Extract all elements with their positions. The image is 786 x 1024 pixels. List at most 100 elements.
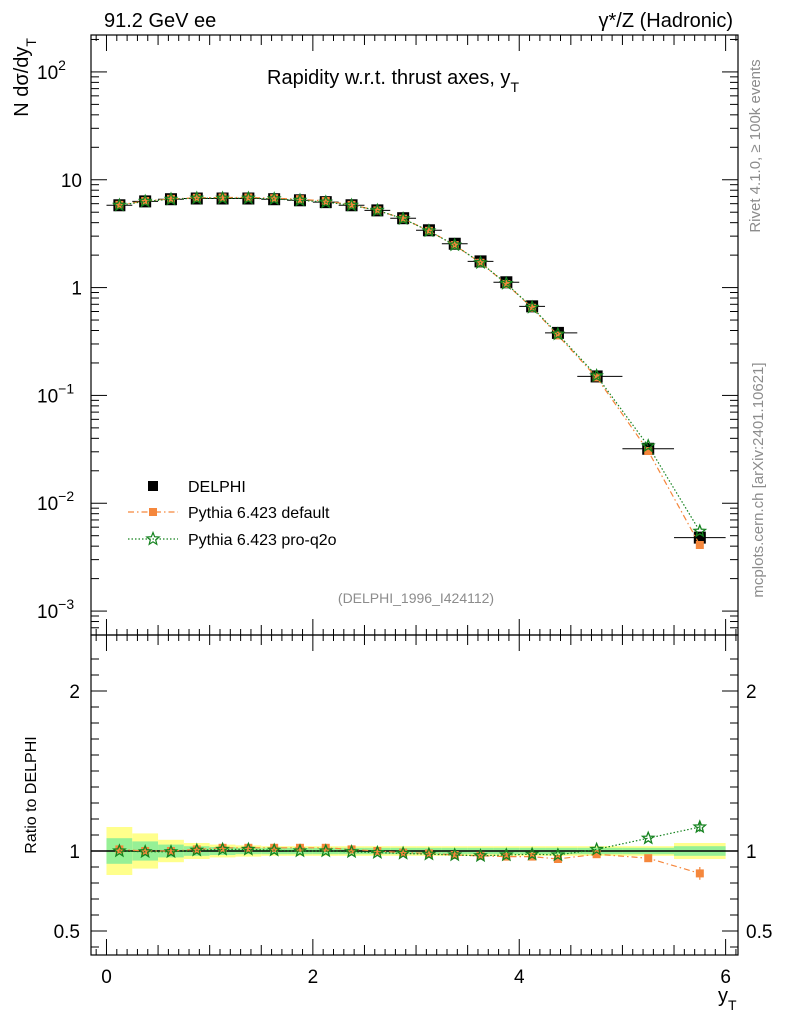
legend-label-delphi: DELPHI	[188, 479, 246, 496]
main-y-tick-label-base: 10	[37, 494, 58, 515]
ratio-y-tick-label: 2	[69, 682, 80, 703]
ratio-y-tick-label: 1	[69, 842, 80, 863]
x-tick-label: 4	[514, 967, 525, 988]
ratio-panel: 0.5 0.5 1 1 2 2 0 2 4 6 Ratio to DELPHI yT	[23, 634, 772, 1013]
pythia-proq2o-point	[215, 190, 231, 205]
legend-marker-pythia-default	[149, 508, 157, 516]
pythia-proq2o-point	[318, 194, 334, 209]
main-y-tick-label: 10−3	[37, 596, 74, 623]
legend-marker-pythia-proq2o	[145, 530, 161, 546]
ratio-pythia-default-point	[321, 843, 330, 852]
ratio-pythia-default-point	[373, 847, 382, 855]
ratio-x-axis: 0 2 4 6	[95, 635, 737, 988]
ratio-pythia-proq2o-point	[241, 841, 256, 856]
main-y-axis-label-subscript: T	[23, 38, 39, 47]
main-y-tick-label-exponent: 2	[58, 57, 66, 73]
ratio-y-tick-label-right: 2	[746, 682, 757, 703]
pythia-proq2o-point	[163, 191, 179, 206]
ratio-pythia-default-point	[295, 843, 304, 852]
pythia-default-point	[502, 279, 511, 288]
pythia-default-point	[218, 193, 227, 202]
pythia-default-point	[644, 447, 653, 456]
pythia-proq2o-point	[640, 438, 656, 453]
ratio-pythia-default-point	[644, 854, 653, 863]
main-y-tick-label-exponent: −3	[58, 596, 74, 612]
ratio-pythia-default-point	[244, 843, 253, 852]
pythia-default-point	[244, 193, 253, 202]
pythia-proq2o-point	[344, 197, 360, 212]
ratio-pythia-proq2o-point	[498, 847, 514, 862]
x-axis-label-subscript: T	[728, 997, 737, 1013]
ratio-pythia-default-point	[218, 843, 227, 852]
x-axis-label-text: y	[718, 985, 728, 1007]
ratio-pythia-proq2o-point	[215, 841, 231, 856]
ratio-band-layer	[91, 827, 738, 875]
legend-label-pythia-default: Pythia 6.423 default	[188, 505, 330, 522]
ratio-pythia-default-point	[553, 855, 562, 863]
ratio-pythia-default-point	[592, 850, 601, 859]
ratio-y-tick-label-right: 0.5	[746, 922, 772, 943]
x-tick-label: 0	[101, 967, 112, 988]
mcplots-reference-label: mcplots.cern.ch [arXiv:2401.10621]	[750, 362, 767, 597]
pythia-proq2o-point	[369, 202, 385, 217]
pythia-proq2o-point	[292, 192, 308, 207]
ratio-pythia-proq2o-point	[318, 843, 334, 858]
ratio-pythia-default-point	[347, 845, 356, 854]
ratio-pythia-default-point	[424, 849, 433, 858]
ratio-pythia-proq2o-point	[344, 844, 360, 859]
legend-marker-delphi	[148, 481, 158, 491]
legend-entry-pythia-default: Pythia 6.423 default	[128, 505, 330, 522]
main-y-tick-label-base: 10	[37, 63, 58, 84]
pythia-default-point	[270, 194, 279, 203]
chart-title: Rapidity w.r.t. thrust axes, yT	[267, 67, 519, 95]
pythia-proq2o-point	[447, 237, 463, 252]
ratio-pythia-proq2o-point	[640, 830, 656, 845]
pythia-proq2o-point	[421, 223, 437, 238]
pythia-proq2o-point	[692, 523, 708, 538]
pythia-proq2o-point	[589, 368, 604, 383]
chart-title-main: Rapidity w.r.t. thrust axes, y	[267, 67, 510, 89]
main-y-tick-label-exponent: −2	[58, 488, 74, 504]
main-x-axis	[95, 35, 737, 635]
ratio-pythia-proq2o-point	[524, 846, 540, 861]
pythia-default-point	[141, 197, 150, 206]
legend-entry-delphi: DELPHI	[148, 479, 246, 496]
pythia-default-point	[528, 303, 537, 312]
ratio-pythia-proq2o-point	[421, 846, 437, 861]
pythia-proq2o-point	[241, 190, 256, 205]
pythia-default-point	[695, 541, 704, 550]
header-right-label: γ*/Z (Hadronic)	[599, 10, 733, 32]
main-y-axis-label-text: N dσ/dy	[11, 47, 33, 117]
ratio-y-axis-label: Ratio to DELPHI	[23, 736, 40, 853]
ratio-pythia-proq2o-point	[369, 844, 385, 859]
ratio-pythia-default-point	[270, 843, 279, 852]
ratio-pythia-proq2o-point	[137, 844, 153, 859]
pythia-proq2o-point	[395, 210, 411, 226]
ratio-pythia-proq2o-point	[447, 847, 463, 862]
ratio-pythia-proq2o-point	[589, 841, 604, 856]
main-y-tick-label: 10−2	[37, 488, 74, 515]
main-y-tick-label: 102	[37, 57, 66, 84]
legend-entry-pythia-proq2o: Pythia 6.423 pro-q2o	[128, 530, 337, 549]
main-y-tick-label-exponent: −1	[58, 380, 74, 396]
pythia-proq2o-point	[137, 193, 153, 208]
ratio-pythia-default-point	[399, 848, 408, 857]
x-tick-label: 2	[308, 967, 319, 988]
main-y-axis-label: N dσ/dyT	[11, 38, 39, 117]
x-axis-label: yT	[718, 985, 737, 1013]
pythia-proq2o-point	[189, 190, 205, 205]
x-tick-label: 6	[720, 967, 731, 988]
pythia-default-point	[399, 214, 408, 223]
ratio-pythia-default-point	[166, 847, 175, 855]
ratio-y-tick-label: 0.5	[54, 922, 80, 943]
ratio-pythia-default-point	[141, 847, 150, 855]
main-y-tick-label: 10−1	[37, 380, 74, 407]
pythia-proq2o-point	[112, 197, 127, 212]
ratio-series-layer	[112, 819, 708, 880]
ratio-pythia-proq2o-point	[189, 842, 205, 857]
main-y-tick-label: 1	[71, 279, 82, 300]
pythia-default-point	[424, 226, 433, 235]
ratio-pythia-default-point	[192, 845, 201, 854]
